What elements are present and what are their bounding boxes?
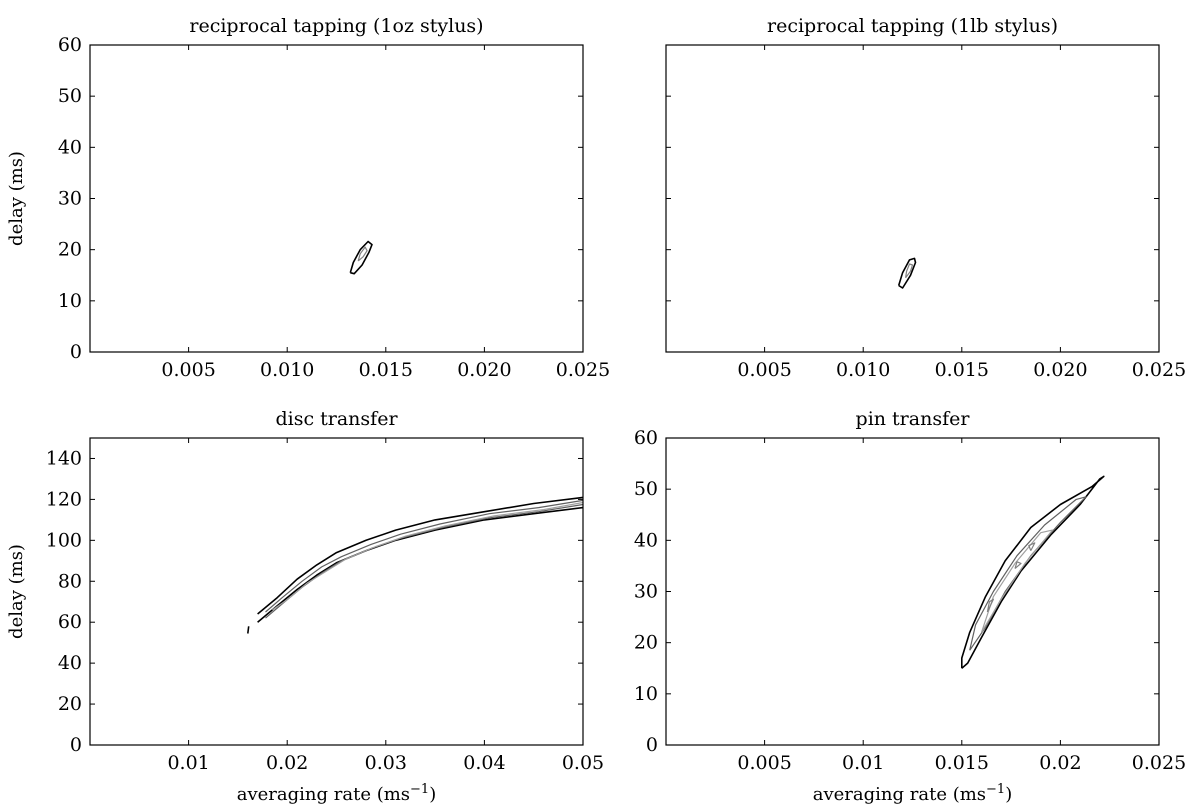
y-tick-label: 40	[634, 529, 658, 551]
y-tick-label: 40	[58, 652, 82, 674]
x-tick-label: 0.04	[463, 752, 505, 774]
x-axis-label: averaging rate (ms−1)	[813, 782, 1012, 806]
y-tick-label: 0	[70, 341, 82, 363]
y-tick-label: 0	[70, 734, 82, 756]
plot-frame	[665, 437, 1160, 746]
y-tick-label: 20	[634, 632, 658, 654]
y-tick-label: 30	[58, 188, 82, 210]
chart-title: reciprocal tapping (1oz stylus)	[189, 15, 483, 37]
y-axis-label: delay (ms)	[6, 151, 27, 246]
x-tick-label: 0.015	[935, 359, 989, 381]
y-tick-label: 50	[634, 478, 658, 500]
x-tick-label: 0.025	[556, 359, 610, 381]
x-tick-label: 0.020	[1033, 359, 1087, 381]
y-tick-label: 20	[58, 239, 82, 261]
contour-line-outer-lower	[257, 506, 584, 623]
chart-panel-3: disc transfer 0.01 0.02 0.03 0.04 0.05 0 20 40 60…	[6, 408, 604, 805]
contour-line-mid-upper	[265, 499, 584, 613]
y-tick-label: 50	[58, 85, 82, 107]
x-tick-label: 0.015	[935, 752, 989, 774]
plot-frame	[665, 44, 1160, 353]
y-axis-label: delay (ms)	[6, 544, 27, 639]
contour-line-outer	[961, 475, 1105, 669]
chart-title: disc transfer	[275, 408, 398, 430]
x-tick-label: 0.03	[365, 752, 407, 774]
y-tick-label: 30	[634, 581, 658, 603]
contour-line-inner	[272, 501, 584, 611]
chart-title: reciprocal tapping (1lb stylus)	[767, 15, 1058, 37]
x-tick-label: 0.02	[266, 752, 308, 774]
plot-frame	[89, 437, 584, 746]
contour-line-spot-1	[986, 598, 994, 613]
x-tick-label: 0.025	[1132, 752, 1186, 774]
x-tick-label: 0.05	[562, 752, 604, 774]
x-tick-label: 0.005	[737, 359, 791, 381]
y-tick-label: 20	[58, 693, 82, 715]
y-tick-label: 40	[58, 136, 82, 158]
contour-line-inner	[905, 263, 914, 279]
x-tick-label: 0.010	[836, 359, 890, 381]
y-tick-label: 60	[58, 611, 82, 633]
x-tick-label: 0.010	[260, 359, 314, 381]
x-tick-label: 0.005	[737, 752, 791, 774]
y-tick-label: 100	[46, 529, 82, 551]
y-tick-label: 140	[46, 447, 82, 469]
chart-panel-1: reciprocal tapping (1oz stylus) 0.005 0.01…	[6, 15, 610, 381]
y-tick-label: 60	[634, 427, 658, 449]
x-tick-label: 0.015	[359, 359, 413, 381]
contour-line-inner	[357, 246, 368, 262]
y-tick-label: 80	[58, 570, 82, 592]
chart-panel-4: pin transfer 0.005 0.01 0.015 0.02 0.025 0 10 20…	[634, 408, 1186, 805]
y-tick-label: 10	[634, 683, 658, 705]
contour-line-spot-3	[1014, 561, 1022, 569]
y-tick-label: 10	[58, 290, 82, 312]
y-tick-label: 60	[58, 34, 82, 56]
x-axis-label: averaging rate (ms−1)	[237, 782, 436, 806]
contour-line-spot-2	[1028, 542, 1036, 551]
x-tick-label: 0.005	[161, 359, 215, 381]
chart-panel-2: reciprocal tapping (1lb stylus) 0.005 0.01…	[665, 15, 1186, 381]
y-tick-label: 120	[46, 488, 82, 510]
contour-line-inner	[980, 529, 1054, 633]
contour-line-outer	[897, 257, 917, 289]
x-tick-label: 0.01	[842, 752, 884, 774]
x-tick-label: 0.020	[457, 359, 511, 381]
x-tick-label: 0.02	[1039, 752, 1081, 774]
contour-line-outer-upper	[257, 496, 584, 615]
x-tick-label: 0.025	[1132, 359, 1186, 381]
contour-line-tip	[247, 626, 250, 634]
x-tick-label: 0.01	[167, 752, 209, 774]
contour-line-outer	[349, 240, 373, 275]
y-tick-label: 0	[646, 734, 658, 756]
chart-title: pin transfer	[856, 408, 971, 430]
plot-frame	[89, 44, 584, 353]
contour-line-mid-lower	[265, 503, 584, 619]
